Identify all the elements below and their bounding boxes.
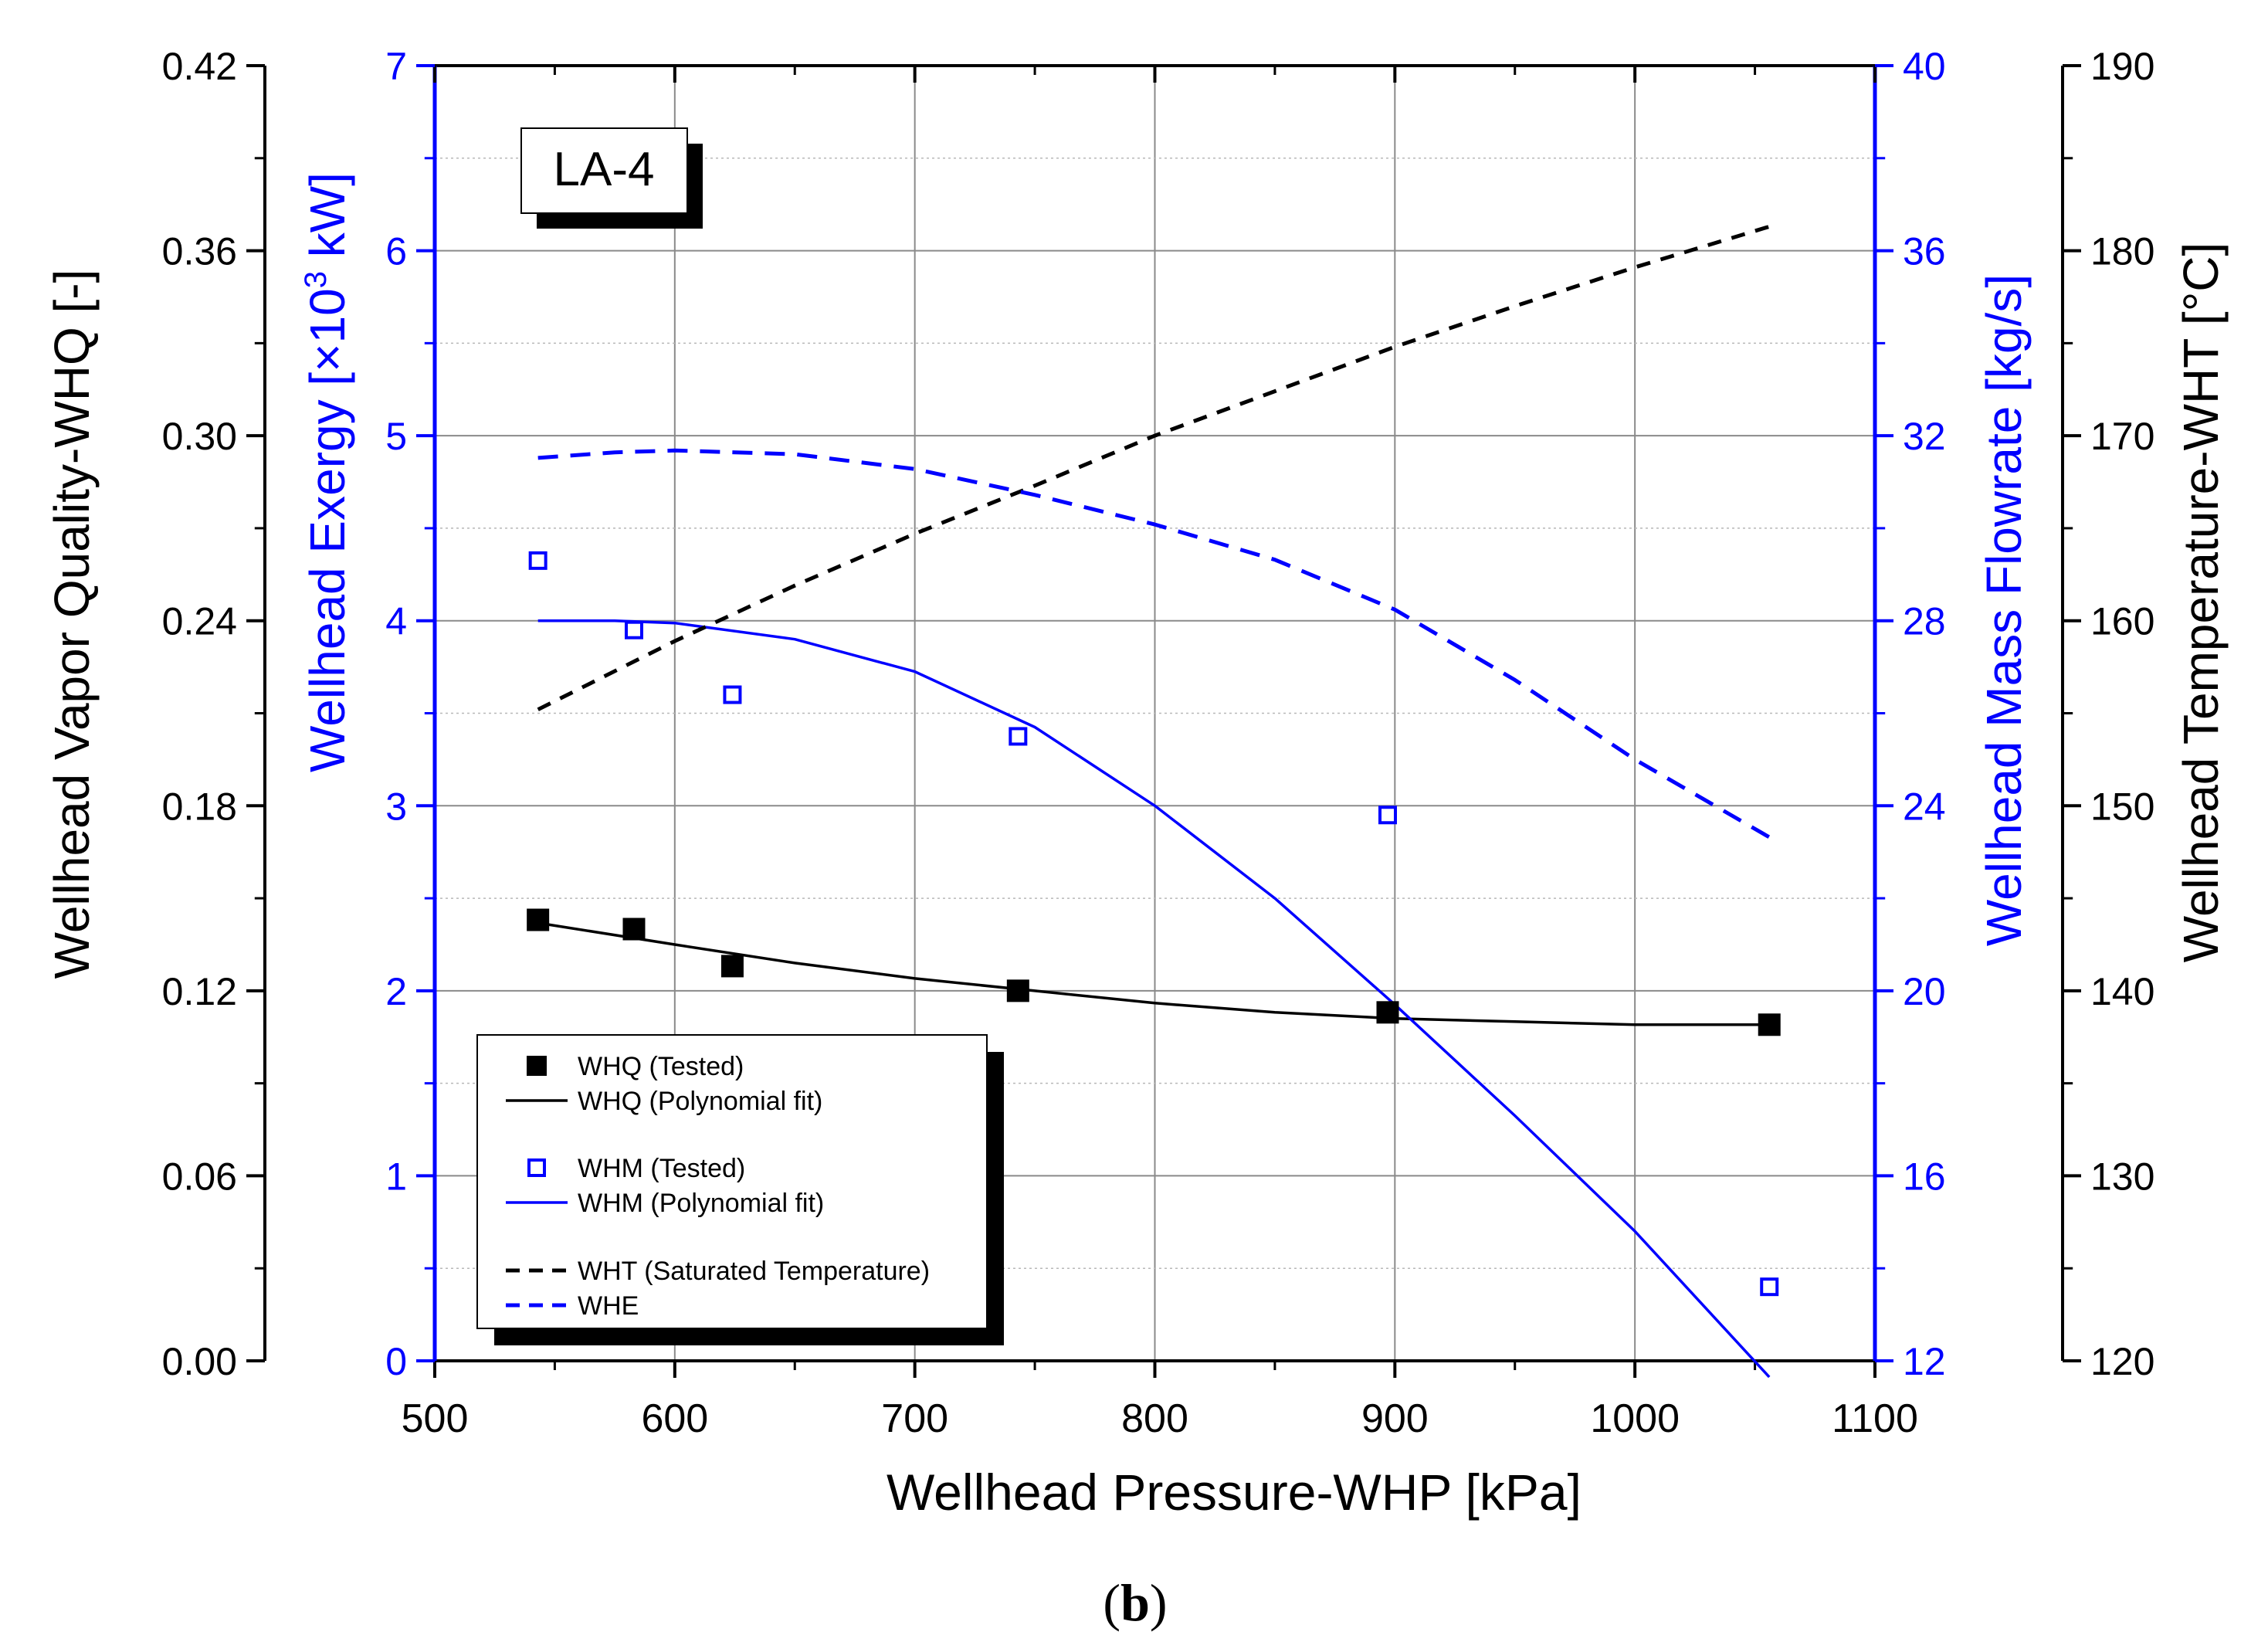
whe-tick-label: 2 [385, 970, 407, 1013]
legend-symbol-marker [527, 1158, 546, 1177]
whm-polynomial-fit-line [537, 619, 1771, 1379]
wht-saturated-temperature-line [537, 225, 1770, 711]
whm-tested-marker [1760, 1277, 1779, 1297]
legend-frame [476, 1034, 988, 1329]
legend-label: WHT (Saturated Temperature) [578, 1257, 930, 1286]
panel-label-text: LA-4 [554, 143, 655, 196]
whq-tested-marker [1758, 1013, 1781, 1036]
whe-tick-label: 1 [385, 1155, 407, 1198]
legend-label: WHM (Tested) [578, 1154, 745, 1183]
whm-tested-marker [528, 551, 548, 570]
whm-tested-marker [1378, 806, 1398, 825]
whq-tick-label: 0.06 [162, 1155, 237, 1198]
whm-tick-label: 12 [1903, 1340, 1946, 1383]
whq-tested-marker [622, 918, 646, 941]
wht-axis-title: Wellhead Temperature-WHT [°C] [2173, 243, 2229, 963]
whq-tick-label: 0.00 [162, 1340, 237, 1383]
x-tick-label: 800 [1121, 1396, 1188, 1441]
x-tick-label: 600 [641, 1396, 708, 1441]
x-tick-label: 500 [402, 1396, 469, 1441]
wht-tick-label: 160 [2090, 600, 2154, 643]
wht-tick-label: 130 [2090, 1155, 2154, 1198]
whe-tick-label: 0 [385, 1340, 407, 1383]
legend-label: WHM (Polynomial fit) [578, 1189, 824, 1218]
whm-tested-marker [723, 685, 742, 704]
x-tick-label: 1000 [1590, 1396, 1680, 1441]
panel-label-box: LA-4 [520, 127, 703, 229]
legend-label: WHE [578, 1291, 639, 1321]
whe-axis-title-sup: 3 [299, 271, 333, 288]
axes: 500 600 700 800 900 1000 1100 0.00 0.06 0.12 0.18 0… [162, 45, 2155, 1441]
whe-axis-title-pre: Wellhead Exergy [×10 [300, 288, 355, 772]
whq-tick-label: 0.42 [162, 45, 237, 88]
x-tick-label: 1100 [1832, 1396, 1918, 1441]
whq-tick-label: 0.36 [162, 230, 237, 273]
legend-label: WHQ (Tested) [578, 1052, 744, 1081]
wht-tick-label: 140 [2090, 970, 2154, 1013]
whe-axis-title-post: kW] [300, 172, 355, 271]
panel-label-frame [520, 127, 688, 214]
whm-tick-label: 20 [1903, 970, 1946, 1013]
whe-tick-label: 7 [385, 45, 407, 88]
whq-tick-label: 0.12 [162, 970, 237, 1013]
whe-tick-label: 5 [385, 415, 407, 458]
whm-tick-label: 24 [1903, 785, 1946, 828]
whq-tested-marker [1006, 979, 1029, 1002]
wht-tick-label: 150 [2090, 785, 2154, 828]
whq-tested-marker [1376, 1001, 1399, 1024]
whm-tested-marker [624, 620, 643, 639]
whm-tick-label: 36 [1903, 230, 1946, 273]
whe-axis-title: Wellhead Exergy [×103 kW] [299, 172, 355, 772]
legend-label: WHQ (Polynomial fit) [578, 1087, 822, 1116]
whq-axis-title: Wellhead Vapor Quality-WHQ [-] [44, 270, 100, 979]
whe-line [537, 448, 1771, 840]
whm-tick-label: 32 [1903, 415, 1946, 458]
whe-tick-label: 3 [385, 785, 407, 828]
figure-caption: (b) [1103, 1573, 1167, 1632]
whq-tested-marker [720, 955, 744, 978]
whe-tick-label: 4 [385, 600, 407, 643]
caption-close: ) [1150, 1573, 1168, 1632]
whm-tick-label: 16 [1903, 1155, 1946, 1198]
whq-tick-label: 0.24 [162, 600, 237, 643]
x-axis-title: Wellhead Pressure-WHP [kPa] [887, 1464, 1581, 1521]
caption-open: ( [1103, 1573, 1120, 1632]
whe-tick-label: 6 [385, 230, 407, 273]
wht-tick-label: 120 [2090, 1340, 2154, 1383]
x-tick-label: 900 [1361, 1396, 1429, 1441]
wht-tick-label: 170 [2090, 415, 2154, 458]
x-tick-label: 700 [881, 1396, 948, 1441]
wht-tick-label: 190 [2090, 45, 2154, 88]
whq-tested-marker [527, 908, 550, 931]
caption-letter: b [1120, 1573, 1150, 1632]
whm-tick-label: 28 [1903, 600, 1946, 643]
whm-tick-label: 40 [1903, 45, 1946, 88]
legend: WHQ (Tested) WHQ (Polynomial fit) WHM (Tes… [476, 1034, 1004, 1345]
whm-tested-marker [1009, 727, 1028, 746]
series [527, 225, 1781, 1379]
legend-symbol-marker [527, 1056, 547, 1076]
whq-tick-label: 0.18 [162, 785, 237, 828]
whm-axis-title: Wellhead Mass Flowrate [kg/s] [1976, 274, 2032, 946]
whq-polynomial-fit-line [537, 921, 1770, 1026]
wht-tick-label: 180 [2090, 230, 2154, 273]
whq-tick-label: 0.30 [162, 415, 237, 458]
